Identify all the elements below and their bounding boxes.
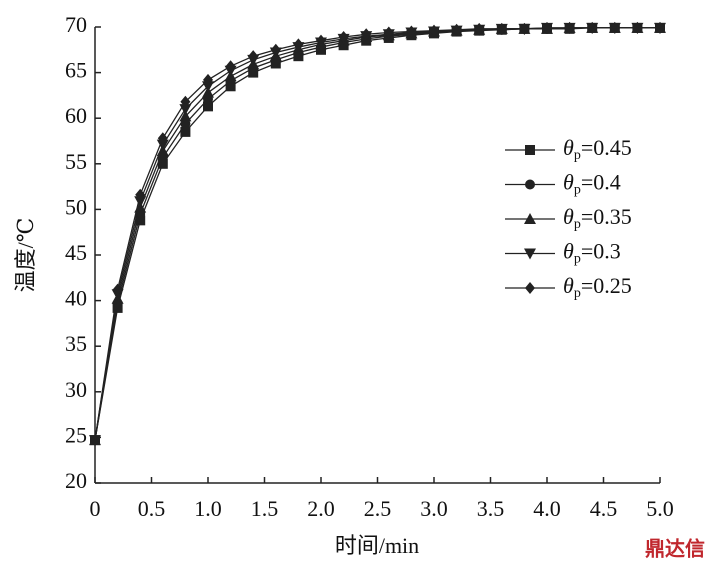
x-tick-label: 0 [90, 496, 101, 521]
marker [225, 60, 236, 73]
marker [361, 28, 372, 41]
line [94, 27, 660, 441]
y-axis-label: 温度/℃ [13, 218, 38, 293]
legend-marker [525, 282, 535, 294]
x-tick-label: 4.5 [590, 496, 618, 521]
line [94, 27, 660, 441]
marker [112, 283, 123, 296]
legend-marker [524, 213, 536, 224]
marker [587, 21, 598, 34]
marker [338, 31, 349, 44]
line [94, 27, 660, 441]
marker [248, 50, 259, 63]
marker [429, 24, 439, 37]
marker [383, 26, 394, 39]
marker [564, 21, 575, 34]
marker [90, 434, 100, 447]
y-tick-label: 60 [65, 103, 87, 128]
marker [135, 215, 146, 226]
legend-marker [524, 248, 536, 260]
x-tick-label: 0.5 [138, 496, 166, 521]
legend-marker [525, 179, 535, 190]
marker [406, 25, 417, 38]
marker [157, 132, 168, 145]
marker [609, 21, 620, 34]
marker [542, 21, 552, 34]
legend-label: θp=0.4 [563, 170, 621, 198]
y-tick-label: 65 [65, 58, 87, 83]
marker [632, 21, 643, 34]
legend-marker [525, 145, 535, 155]
legend-label: θp=0.3 [563, 239, 621, 267]
legend-label: θp=0.45 [563, 135, 632, 163]
marker [157, 158, 168, 169]
marker [180, 95, 191, 108]
y-tick-label: 50 [65, 194, 87, 219]
marker [316, 34, 326, 47]
watermark: 鼎达信 [645, 537, 705, 561]
x-tick-label: 3.5 [477, 496, 505, 521]
y-tick-label: 35 [65, 331, 87, 356]
x-tick-label: 2.0 [307, 496, 335, 521]
x-tick-label: 1.5 [251, 496, 279, 521]
x-tick-label: 1.0 [194, 496, 222, 521]
marker [156, 139, 169, 151]
marker [451, 23, 462, 36]
marker [496, 22, 507, 35]
x-tick-label: 5.0 [646, 496, 674, 521]
marker [134, 196, 147, 208]
marker [203, 73, 213, 86]
line [94, 27, 660, 441]
marker [203, 101, 213, 112]
legend-label: θp=0.35 [563, 204, 632, 232]
marker [180, 126, 191, 137]
x-tick-label: 4.0 [533, 496, 561, 521]
marker [135, 188, 146, 201]
marker [202, 81, 214, 93]
marker [474, 22, 485, 35]
line [94, 27, 660, 441]
x-tick-label: 2.5 [364, 496, 392, 521]
legend-label: θp=0.25 [563, 273, 632, 301]
x-tick-label: 3.0 [420, 496, 448, 521]
y-tick-label: 70 [65, 12, 87, 37]
y-tick-label: 45 [65, 240, 87, 265]
x-axis-label: 时间/min [335, 533, 419, 558]
y-tick-label: 25 [65, 422, 87, 447]
y-tick-label: 55 [65, 149, 87, 174]
marker [270, 43, 281, 56]
marker [655, 21, 665, 34]
marker [519, 22, 530, 35]
y-tick-label: 30 [65, 377, 87, 402]
marker [293, 38, 304, 51]
y-tick-label: 20 [65, 468, 87, 493]
marker [225, 81, 236, 92]
marker [179, 110, 192, 122]
y-tick-label: 40 [65, 286, 87, 311]
